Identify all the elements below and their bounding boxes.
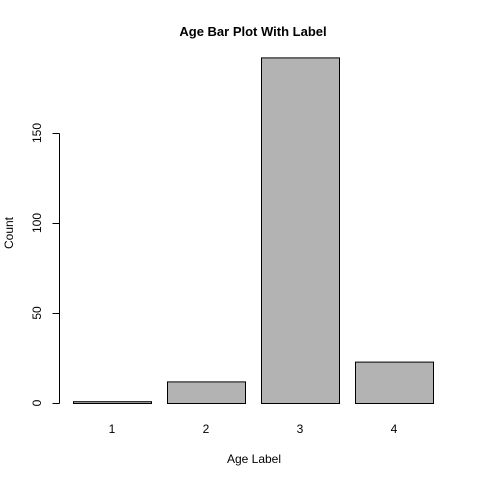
y-tick-label-150: 150	[30, 123, 44, 143]
x-tick-label-4: 4	[391, 422, 398, 436]
x-tick-label-2: 2	[203, 422, 210, 436]
x-axis-label: Age Label	[227, 452, 281, 466]
bar-3	[262, 58, 340, 404]
y-tick-label-100: 100	[30, 213, 44, 233]
y-tick-label-0: 0	[30, 399, 44, 406]
bars-group	[74, 58, 434, 404]
bar-1	[74, 402, 152, 404]
chart-title: Age Bar Plot With Label	[179, 24, 326, 39]
x-tick-label-1: 1	[109, 422, 116, 436]
y-tick-label-50: 50	[30, 306, 44, 320]
y-axis-label: Count	[2, 216, 16, 249]
x-tick-label-3: 3	[297, 422, 304, 436]
bar-4	[356, 362, 434, 403]
y-axis: 0 50 100 150	[30, 123, 60, 407]
bar-2	[168, 382, 246, 404]
x-axis-tick-labels: 1 2 3 4	[109, 422, 398, 436]
